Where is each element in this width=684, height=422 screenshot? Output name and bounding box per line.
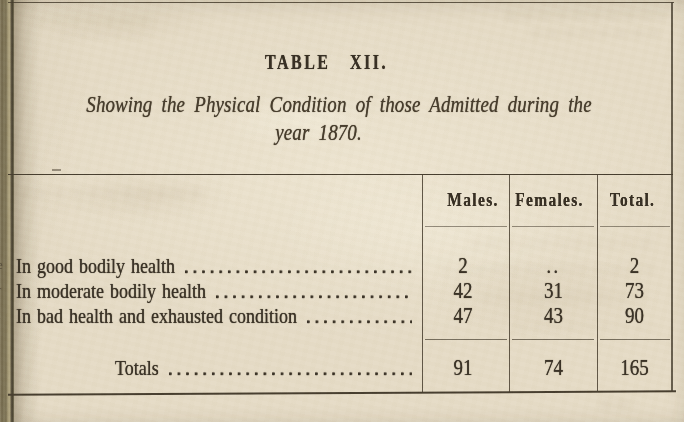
dot-leader (168, 371, 412, 376)
ghost-showthrough (60, 30, 150, 40)
column-header-total: Total. (596, 189, 669, 211)
totals-topline-males (425, 339, 507, 340)
gutter-text-fragment: e (0, 257, 7, 273)
scanned-page: TABLE XII. Showing the Physical Conditio… (0, 0, 684, 422)
table-top-rule (8, 174, 673, 175)
column-header-females: Females. (506, 189, 593, 211)
ghost-showthrough (40, 202, 160, 211)
stray-mark (52, 169, 61, 171)
totals-total: 165 (598, 354, 671, 382)
header-underline-total (600, 226, 670, 227)
column-header-males: Males. (430, 189, 516, 211)
gutter-text-fragment: r (0, 282, 7, 298)
table-bottom-rule (8, 390, 676, 395)
totals-females: 74 (510, 354, 597, 382)
dot-leader (215, 294, 412, 299)
cell-total: 90 (598, 302, 671, 330)
header-underline-females (512, 226, 594, 227)
cell-males: 47 (420, 302, 506, 330)
ghost-showthrough (20, 188, 205, 199)
gutter-text-fragment: l (0, 307, 7, 323)
ghost-showthrough (600, 399, 636, 410)
ghost-showthrough (36, 16, 156, 27)
row-label: In moderate bodily health (16, 277, 206, 305)
table-row: In moderate bodily health 42 31 73 (0, 277, 684, 305)
dot-leader (306, 319, 412, 324)
cell-total: 73 (598, 277, 671, 305)
totals-row: Totals 91 74 165 (0, 354, 684, 382)
table-subtitle-line1: Showing the Physical Condition of those … (0, 92, 678, 118)
top-rule (8, 2, 674, 3)
ghost-showthrough (505, 10, 665, 21)
totals-label: Totals (16, 354, 159, 382)
header-underline-males (425, 226, 507, 227)
row-label: In bad health and exhausted condition (16, 302, 297, 330)
right-vertical-rule (671, 2, 673, 392)
ghost-showthrough (470, 238, 655, 249)
totals-topline-total (600, 339, 670, 340)
totals-topline-females (512, 339, 594, 340)
table-title: TABLE XII. (0, 52, 653, 75)
row-label: In good bodily health (16, 252, 175, 280)
dot-leader (184, 269, 412, 274)
table-subtitle-line2: year 1870. (0, 120, 637, 146)
cell-total: 2 (598, 252, 671, 280)
cell-females: .. (510, 252, 597, 280)
cell-females: 31 (510, 277, 597, 305)
totals-males: 91 (420, 354, 506, 382)
cell-females: 43 (510, 302, 597, 330)
table-row: In good bodily health 2 .. 2 (0, 252, 684, 280)
cell-males: 42 (420, 277, 506, 305)
table-row: In bad health and exhausted condition 47… (0, 302, 684, 330)
ghost-showthrough (530, 28, 660, 38)
cell-males: 2 (420, 252, 506, 280)
